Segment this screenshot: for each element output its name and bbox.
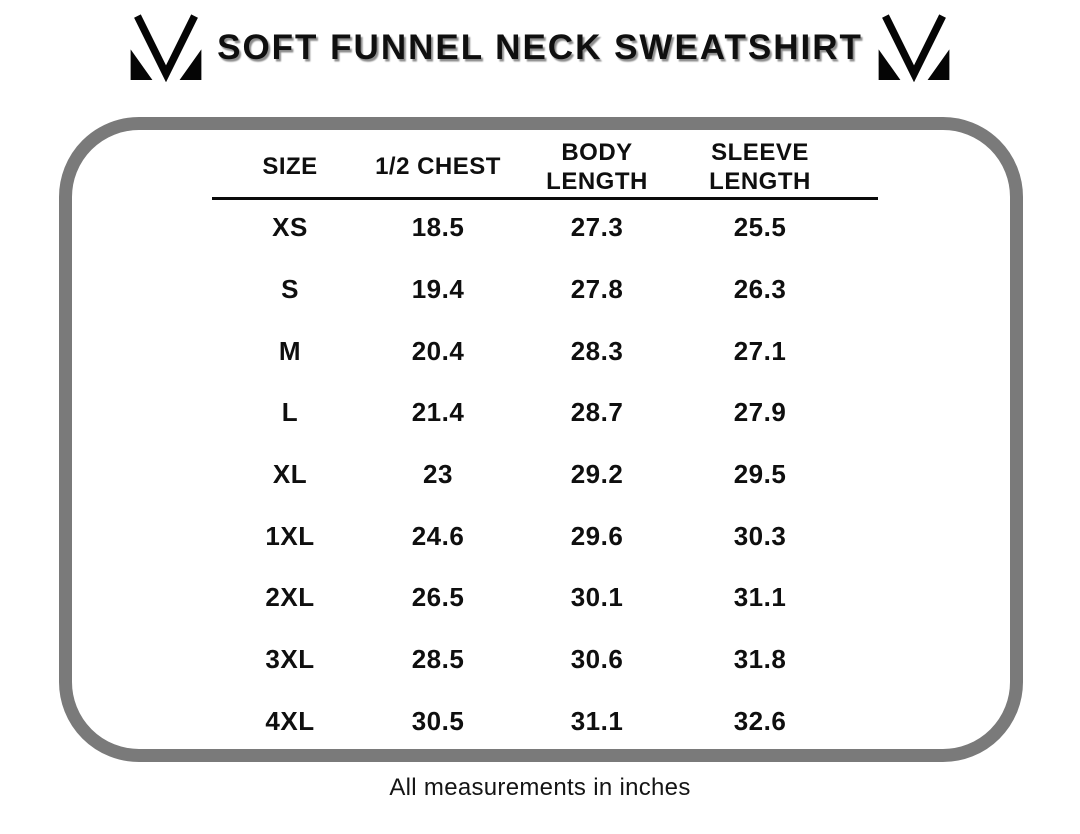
- cell-body-length: 31.1: [570, 705, 624, 736]
- cell-body-length: 30.1: [570, 582, 624, 613]
- cell-body-length: 29.2: [570, 459, 624, 490]
- cell-size: 1XL: [265, 520, 315, 551]
- cell-body-length: 27.3: [570, 212, 624, 243]
- cell-size: XL: [272, 459, 308, 490]
- cell-size: 3XL: [265, 644, 315, 675]
- brand-m-logo-icon: [878, 14, 950, 82]
- cell-size: M: [278, 335, 302, 366]
- cell-half-chest: 18.5: [411, 212, 465, 243]
- cell-sleeve-length: 31.8: [733, 644, 787, 675]
- column-header-size: SIZE: [262, 153, 318, 181]
- cell-sleeve-length: 27.1: [733, 335, 787, 366]
- cell-half-chest: 30.5: [411, 705, 465, 736]
- table-row: 2XL 26.5 30.1 31.1: [210, 567, 832, 629]
- table-row: XS 18.5 27.3 25.5: [210, 197, 832, 259]
- cell-sleeve-length: 26.3: [733, 274, 787, 305]
- cell-half-chest: 19.4: [411, 274, 465, 305]
- size-chart-frame: [59, 117, 1023, 762]
- cell-sleeve-length: 27.9: [733, 397, 787, 428]
- measurements-note: All measurements in inches: [389, 774, 691, 801]
- page-title: SOFT FUNNEL NECK SWEATSHIRT: [217, 28, 863, 67]
- table-row: 3XL 28.5 30.6 31.8: [210, 629, 832, 691]
- cell-size: XS: [272, 212, 308, 243]
- table-header-row: SIZE 1/2 CHEST BODY LENGTH SLEEVE LENGTH: [210, 136, 832, 198]
- table-row: M 20.4 28.3 27.1: [210, 320, 832, 382]
- cell-sleeve-length: 29.5: [733, 459, 787, 490]
- cell-half-chest: 21.4: [411, 397, 465, 428]
- header-divider: [212, 197, 878, 200]
- cell-sleeve-length: 25.5: [733, 212, 787, 243]
- table-body: XS 18.5 27.3 25.5 S 19.4 27.8 26.3 M 20.…: [210, 197, 832, 752]
- column-header-body-length: BODY LENGTH: [546, 138, 648, 195]
- cell-size: L: [281, 397, 299, 428]
- table-row: 1XL 24.6 29.6 30.3: [210, 505, 832, 567]
- cell-size: 4XL: [265, 705, 315, 736]
- brand-m-logo-icon: [130, 14, 202, 82]
- column-header-sleeve-length: SLEEVE LENGTH: [709, 138, 811, 195]
- table-row: S 19.4 27.8 26.3: [210, 259, 832, 321]
- cell-half-chest: 28.5: [411, 644, 465, 675]
- cell-body-length: 27.8: [570, 274, 624, 305]
- cell-sleeve-length: 31.1: [733, 582, 787, 613]
- column-header-half-chest: 1/2 CHEST: [375, 153, 501, 181]
- cell-body-length: 30.6: [570, 644, 624, 675]
- cell-body-length: 29.6: [570, 520, 624, 551]
- cell-half-chest: 26.5: [411, 582, 465, 613]
- cell-body-length: 28.3: [570, 335, 624, 366]
- cell-sleeve-length: 32.6: [733, 705, 787, 736]
- cell-body-length: 28.7: [570, 397, 624, 428]
- cell-half-chest: 24.6: [411, 520, 465, 551]
- cell-size: 2XL: [265, 582, 315, 613]
- table-row: 4XL 30.5 31.1 32.6: [210, 691, 832, 753]
- table-row: L 21.4 28.7 27.9: [210, 382, 832, 444]
- cell-sleeve-length: 30.3: [733, 520, 787, 551]
- table-row: XL 23 29.2 29.5: [210, 444, 832, 506]
- cell-half-chest: 20.4: [411, 335, 465, 366]
- cell-half-chest: 23: [423, 459, 453, 490]
- header: SOFT FUNNEL NECK SWEATSHIRT: [0, 14, 1080, 82]
- cell-size: S: [281, 274, 299, 305]
